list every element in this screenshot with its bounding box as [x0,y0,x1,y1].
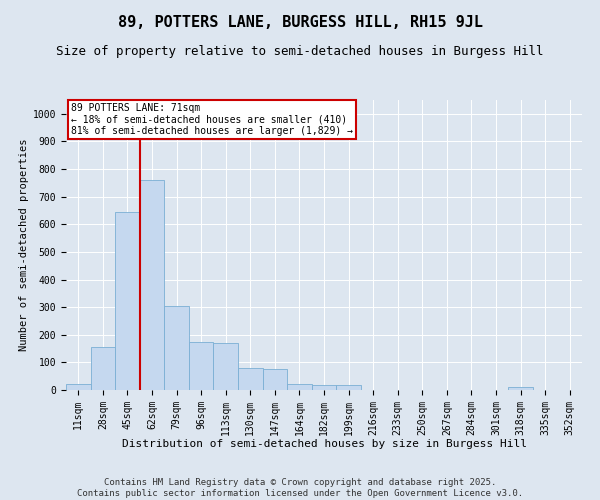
Text: 89 POTTERS LANE: 71sqm
← 18% of semi-detached houses are smaller (410)
81% of se: 89 POTTERS LANE: 71sqm ← 18% of semi-det… [71,103,353,136]
Y-axis label: Number of semi-detached properties: Number of semi-detached properties [19,138,29,352]
Bar [189,342,214,390]
Bar [312,385,336,390]
Bar [164,306,189,390]
Bar [238,368,263,390]
Bar [140,180,164,390]
Bar [287,384,312,390]
Bar [263,370,287,390]
Bar [91,347,115,390]
Bar [508,387,533,390]
Bar [115,212,140,390]
Bar [214,343,238,390]
Text: Contains HM Land Registry data © Crown copyright and database right 2025.
Contai: Contains HM Land Registry data © Crown c… [77,478,523,498]
X-axis label: Distribution of semi-detached houses by size in Burgess Hill: Distribution of semi-detached houses by … [121,439,527,449]
Text: Size of property relative to semi-detached houses in Burgess Hill: Size of property relative to semi-detach… [56,45,544,58]
Bar [336,385,361,390]
Text: 89, POTTERS LANE, BURGESS HILL, RH15 9JL: 89, POTTERS LANE, BURGESS HILL, RH15 9JL [118,15,482,30]
Bar [66,384,91,390]
